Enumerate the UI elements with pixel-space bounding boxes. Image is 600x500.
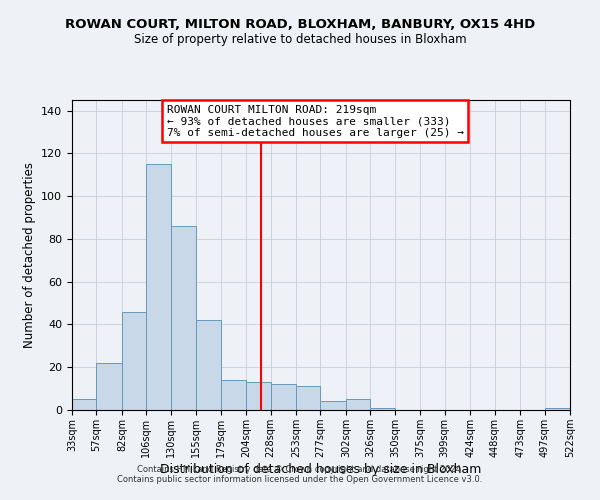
Bar: [271, 384, 296, 410]
Bar: [370, 408, 395, 410]
Bar: [221, 380, 246, 410]
Bar: [97, 363, 122, 410]
Text: Size of property relative to detached houses in Bloxham: Size of property relative to detached ho…: [134, 32, 466, 46]
Text: ROWAN COURT, MILTON ROAD, BLOXHAM, BANBURY, OX15 4HD: ROWAN COURT, MILTON ROAD, BLOXHAM, BANBU…: [65, 18, 535, 30]
Bar: [171, 226, 196, 410]
Bar: [122, 312, 146, 410]
Bar: [246, 382, 271, 410]
Y-axis label: Number of detached properties: Number of detached properties: [23, 162, 35, 348]
Text: Contains public sector information licensed under the Open Government Licence v3: Contains public sector information licen…: [118, 476, 482, 484]
Text: ROWAN COURT MILTON ROAD: 219sqm
← 93% of detached houses are smaller (333)
7% of: ROWAN COURT MILTON ROAD: 219sqm ← 93% of…: [167, 104, 464, 138]
Text: Contains HM Land Registry data © Crown copyright and database right 2024.: Contains HM Land Registry data © Crown c…: [137, 466, 463, 474]
Bar: [72, 400, 97, 410]
Bar: [545, 408, 570, 410]
X-axis label: Distribution of detached houses by size in Bloxham: Distribution of detached houses by size …: [160, 462, 482, 475]
Bar: [146, 164, 171, 410]
Bar: [296, 386, 320, 410]
Bar: [346, 400, 370, 410]
Bar: [320, 402, 346, 410]
Bar: [196, 320, 221, 410]
